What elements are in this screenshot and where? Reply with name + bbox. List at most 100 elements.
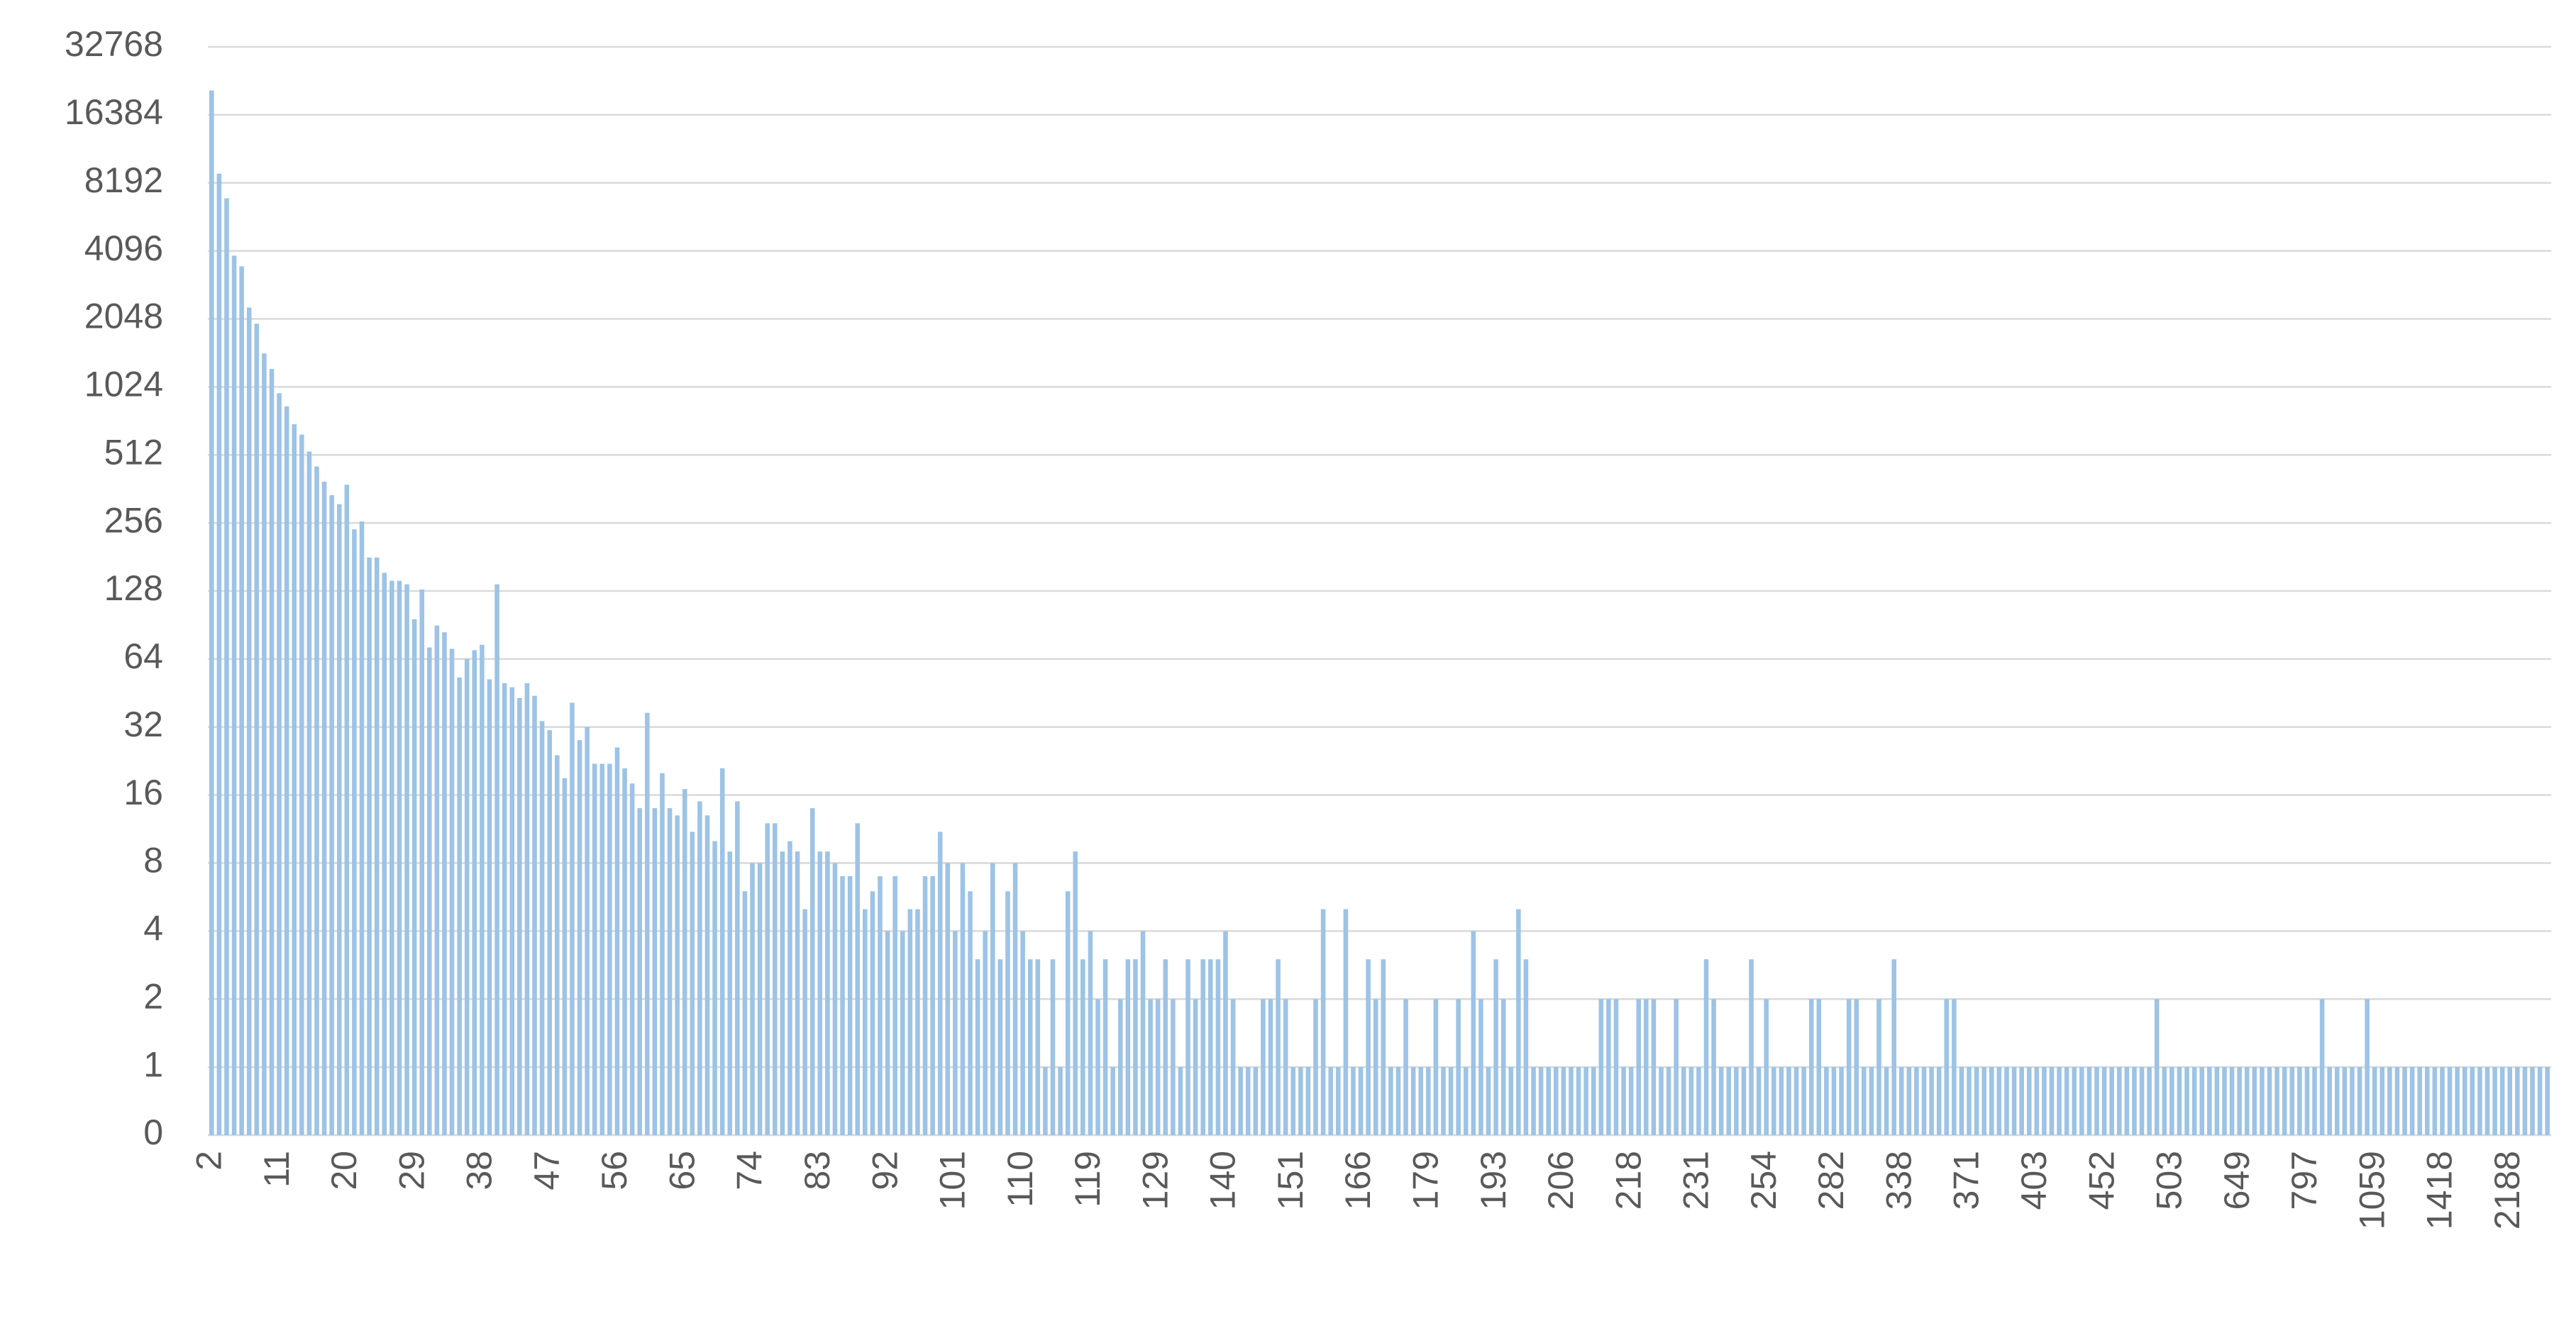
bar (2522, 1067, 2528, 1135)
bar (1576, 1067, 1581, 1135)
bar (690, 831, 695, 1135)
bar (592, 763, 597, 1135)
y-tick-label: 16384 (65, 92, 163, 132)
bar (209, 90, 214, 1136)
bar (1471, 931, 1476, 1135)
bar (1117, 999, 1123, 1135)
x-tick-label: 74 (730, 1151, 770, 1190)
bar (306, 451, 312, 1135)
bar (2409, 1067, 2415, 1135)
bar (1463, 1067, 1469, 1135)
bar (787, 841, 792, 1135)
bar (2057, 1067, 2062, 1135)
bar (2260, 1067, 2265, 1135)
bar (344, 485, 350, 1135)
bar (1148, 999, 1153, 1135)
bar (1884, 1067, 1889, 1135)
bar (652, 808, 658, 1135)
bar (1261, 999, 1266, 1135)
bar (269, 369, 275, 1136)
bar (1862, 1067, 1867, 1135)
bar (1305, 1067, 1311, 1135)
y-tick-label: 4 (143, 909, 163, 949)
bar (2199, 1067, 2205, 1135)
bar (239, 266, 244, 1136)
bar (2545, 1067, 2550, 1135)
y-tick-label: 64 (123, 636, 163, 676)
x-tick-label: 110 (1000, 1151, 1040, 1207)
bar (629, 783, 635, 1135)
bar (1591, 1067, 1596, 1135)
bar (1718, 1067, 1724, 1135)
bar (2109, 1067, 2114, 1135)
bar (284, 406, 289, 1135)
bar (1020, 931, 1025, 1135)
bar (570, 702, 575, 1135)
bar (1343, 909, 1349, 1135)
labels: 0124816326412825651210242048409681921638… (65, 24, 2527, 1229)
bar (1696, 1067, 1701, 1135)
bar (983, 931, 988, 1135)
bar (1171, 999, 1176, 1135)
bar (780, 851, 785, 1135)
bar (1569, 1067, 1574, 1135)
bar (321, 481, 327, 1135)
bar (1268, 999, 1273, 1135)
bar (802, 909, 807, 1135)
bar (1921, 1067, 1927, 1135)
bar (1163, 959, 1168, 1135)
bar (719, 768, 725, 1135)
bar (2357, 1067, 2362, 1135)
bar (487, 679, 492, 1135)
bar (817, 851, 823, 1135)
bar (2372, 1067, 2377, 1135)
bar (1824, 1067, 1829, 1135)
grid (208, 45, 2551, 1137)
x-tick-label: 371 (1947, 1151, 1986, 1210)
x-tick-label: 797 (2284, 1151, 2324, 1210)
bar (667, 808, 673, 1135)
bar (292, 424, 297, 1135)
bar (2177, 1067, 2182, 1135)
bar (1366, 959, 1371, 1135)
bar (547, 730, 552, 1135)
bar (224, 198, 229, 1136)
bar (2154, 999, 2160, 1135)
bar (712, 841, 717, 1135)
bar (1320, 909, 1326, 1135)
bar (1245, 1067, 1251, 1135)
bar (434, 625, 440, 1135)
bar (922, 875, 928, 1135)
bar (1095, 999, 1100, 1135)
bar (1426, 1067, 1431, 1135)
bar (975, 959, 980, 1135)
bar (1703, 959, 1709, 1135)
bar (1621, 1067, 1626, 1135)
bar (1779, 1067, 1784, 1135)
bar (1403, 999, 1408, 1135)
bar (1290, 1067, 1296, 1135)
bar (494, 584, 499, 1135)
bar (704, 815, 710, 1135)
bar (2042, 1067, 2047, 1135)
bar (997, 959, 1003, 1135)
bar (840, 875, 845, 1135)
bar (1681, 1067, 1686, 1135)
bar (532, 695, 537, 1135)
bar (509, 687, 515, 1135)
bar (1914, 1067, 1919, 1135)
bar (1486, 1067, 1491, 1135)
x-tick-label: 38 (460, 1151, 499, 1190)
bar (1651, 999, 1657, 1135)
x-tick-label: 11 (257, 1151, 297, 1188)
bar (1140, 931, 1146, 1135)
y-tick-label: 32768 (65, 24, 163, 64)
bar (1478, 999, 1483, 1135)
bar (2237, 1067, 2242, 1135)
x-tick-label: 2 (189, 1151, 228, 1171)
x-tick-label: 56 (595, 1151, 634, 1190)
bar (404, 584, 409, 1135)
bar (2019, 1067, 2024, 1135)
bar (2312, 1067, 2317, 1135)
